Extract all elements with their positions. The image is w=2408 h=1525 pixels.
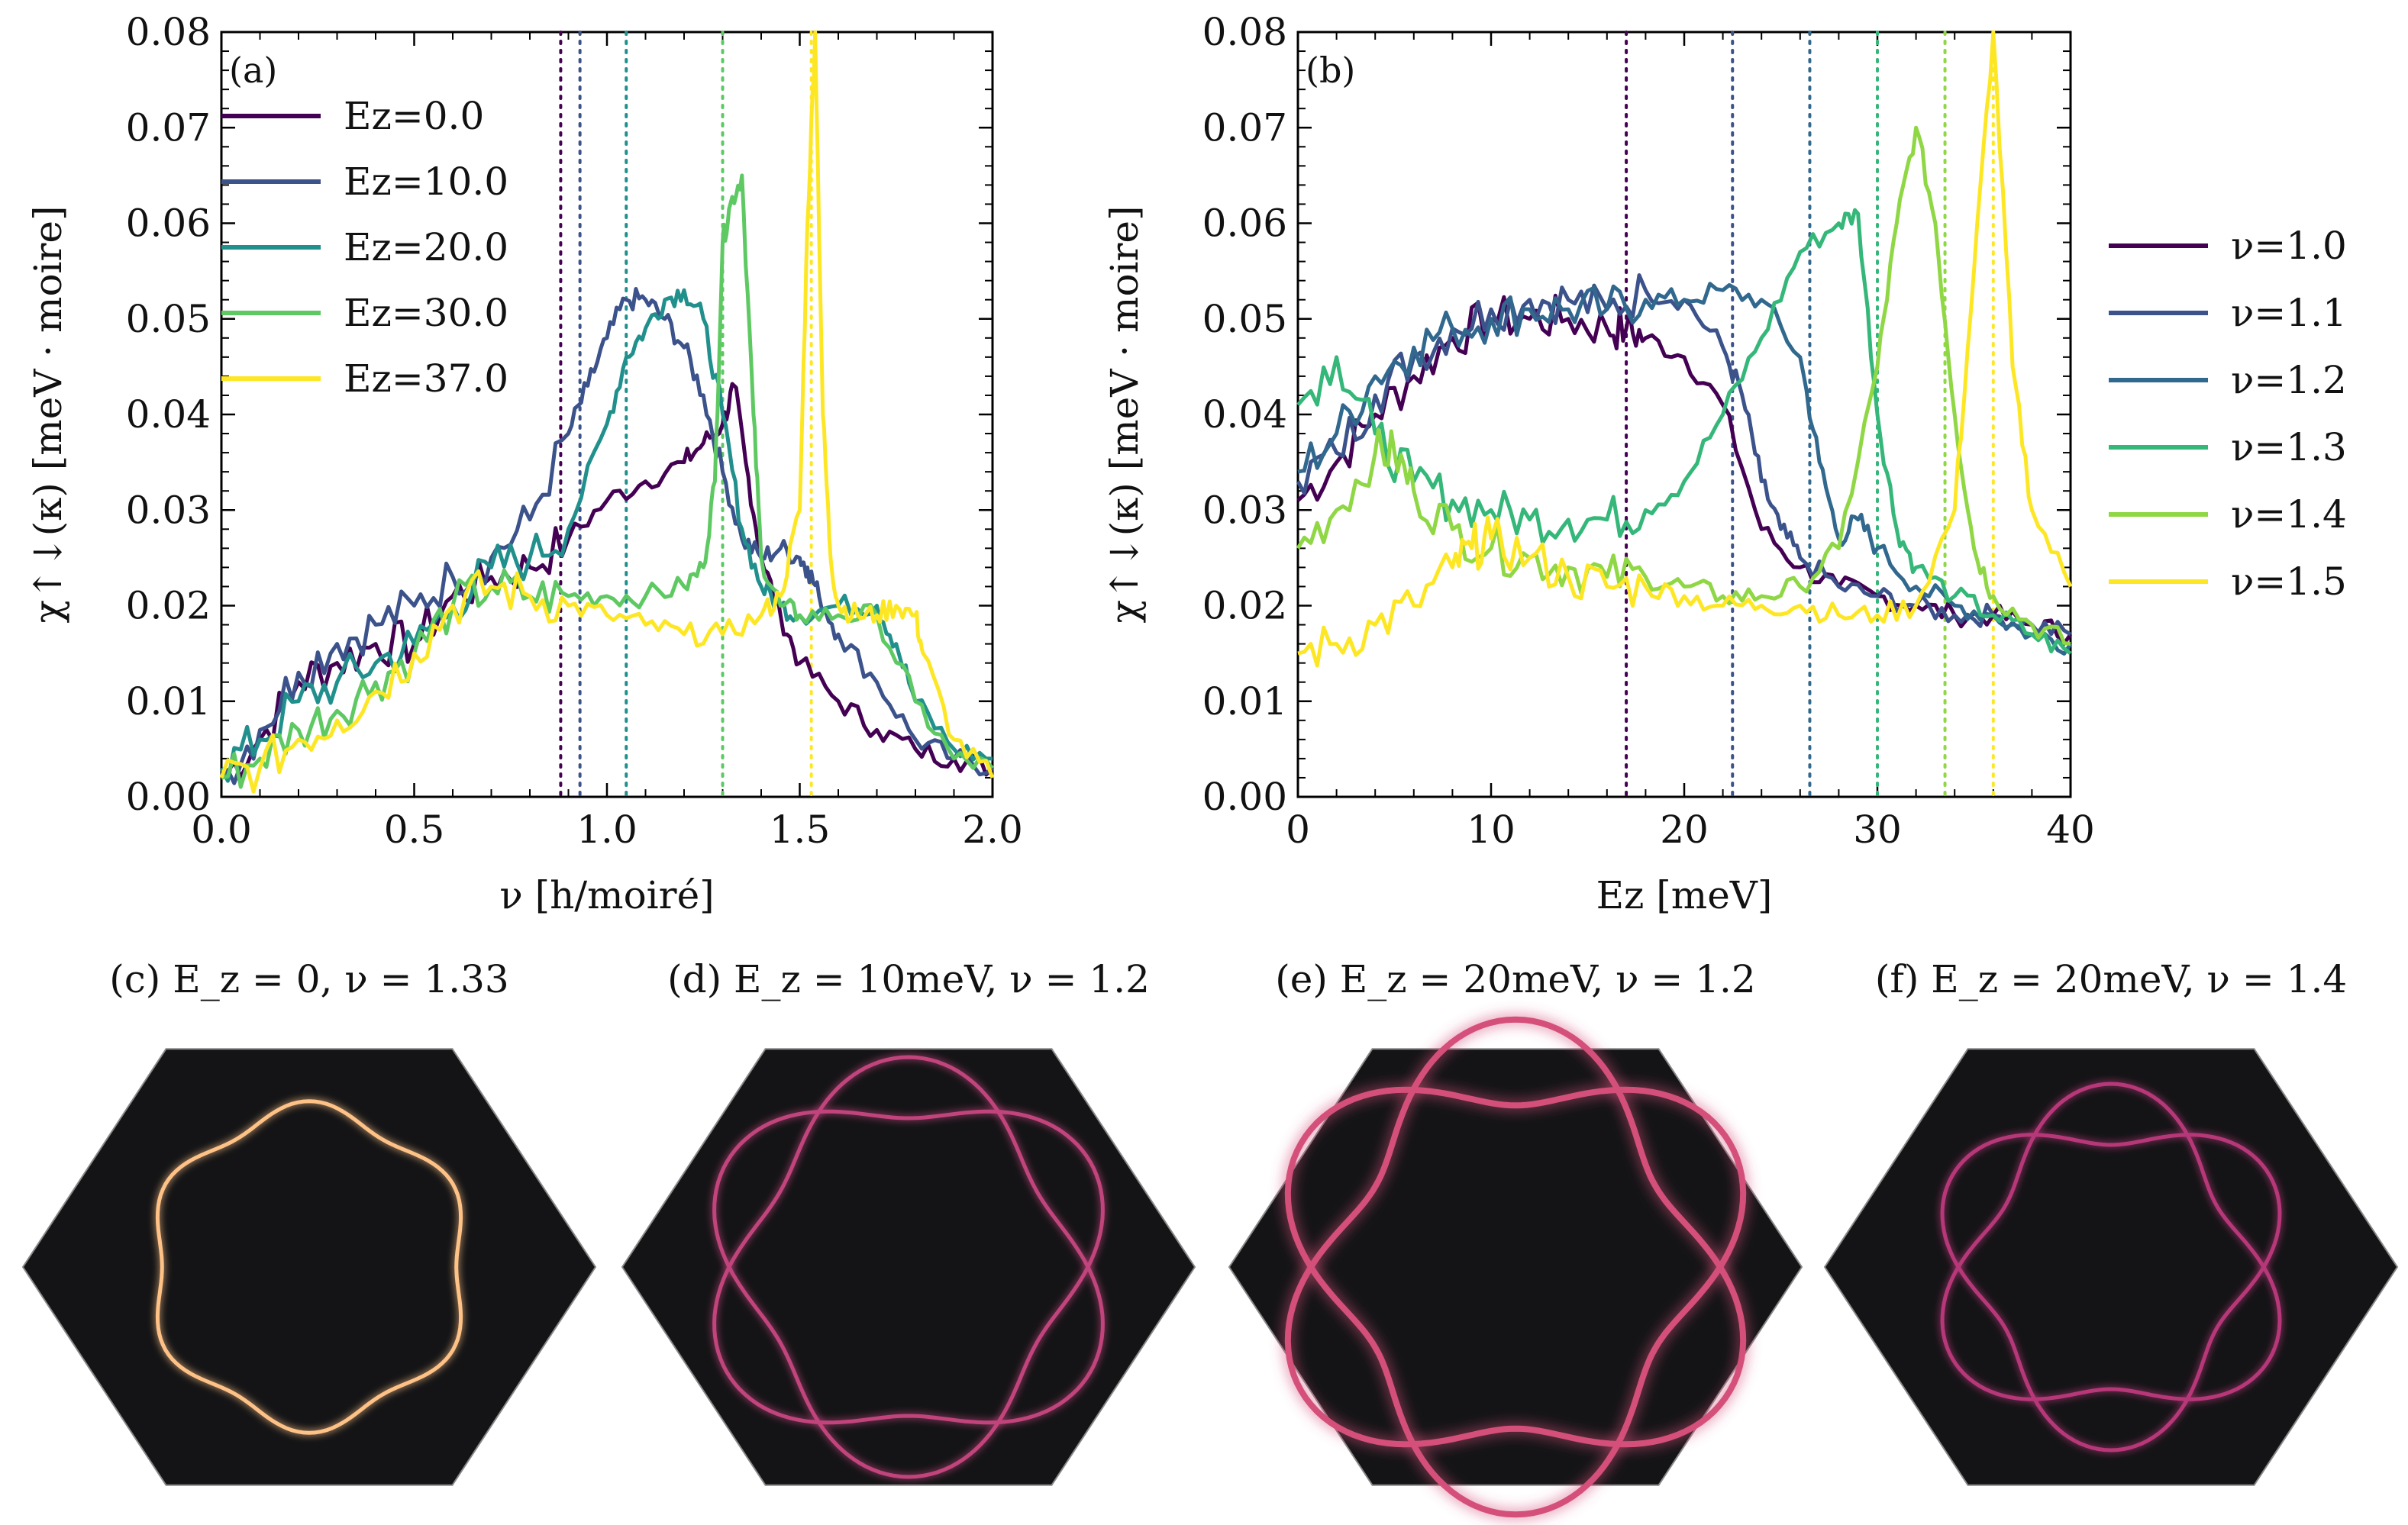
- y-tick-label: 0.03: [1202, 488, 1287, 532]
- legend-label: ν=1.0: [2231, 224, 2347, 268]
- y-tick-label: 0.06: [1202, 202, 1287, 246]
- x-tick-label: 0: [1286, 808, 1310, 852]
- series-line-2: [1297, 282, 2073, 656]
- panel-a-dotted-markers: [559, 31, 813, 798]
- fermi-contour: [155, 1099, 463, 1435]
- panel-a-legend: Ez=0.0 Ez=10.0 Ez=20.0 Ez=30.0 Ez=37.0: [221, 94, 508, 401]
- y-tick-label: 0.04: [1202, 392, 1287, 437]
- panel-a-xlabel: ν [h/moiré]: [499, 873, 714, 917]
- panel-b-ylabel: χ↑↓(κ) [meV · moire]: [1102, 205, 1147, 623]
- panel-b-label: (b): [1306, 50, 1355, 91]
- x-tick-label: 1.0: [576, 808, 638, 852]
- legend-label: Ez=20.0: [344, 225, 508, 269]
- legend-label: ν=1.1: [2231, 291, 2347, 335]
- y-tick-label: 0.07: [1202, 105, 1287, 150]
- x-tick-label: 0.5: [384, 808, 445, 852]
- panel-b-ticks: 0 10 20 30 40 0.00 0.01 0.02 0.03 0.04 0.05 0.06 0.0…: [1202, 10, 2095, 852]
- inset-c-title: (c) E_z = 0, ν = 1.33: [109, 957, 508, 1001]
- series-line-4: [219, 30, 995, 794]
- inset-panels: [21, 1016, 2399, 1518]
- series-line-4: [1296, 125, 2071, 646]
- inset-hexagon-c: [21, 1048, 597, 1486]
- brillouin-zone-hexagon: [1823, 1048, 2399, 1486]
- y-tick-label: 0.01: [1202, 679, 1287, 724]
- panel-a-series: [219, 30, 995, 794]
- series-line-5: [1297, 30, 2073, 668]
- legend-label: ν=1.3: [2231, 425, 2347, 469]
- brillouin-zone-hexagon: [21, 1048, 597, 1486]
- y-tick-label: 0.05: [1202, 297, 1287, 341]
- y-tick-label: 0.02: [1202, 584, 1287, 628]
- x-tick-label: 0.0: [191, 808, 252, 852]
- inset-d-title: (d) E_z = 10meV, ν = 1.2: [667, 957, 1150, 1001]
- inset-hexagon-d: [621, 1048, 1196, 1486]
- x-tick-label: 2.0: [962, 808, 1023, 852]
- series-line-0: [1296, 293, 2073, 646]
- x-tick-label: 30: [1853, 808, 1902, 852]
- y-tick-label: 0.05: [126, 297, 211, 341]
- panel-a-ylabel: χ↑↓(κ) [meV · moire]: [26, 205, 70, 623]
- y-tick-label: 0.08: [1202, 10, 1287, 54]
- panel-a: 0.0 0.5 1.0 1.5 2.0 0.00 0.01 0.02 0.03 0.04 0.05 0…: [26, 10, 1023, 917]
- series-line-0: [220, 382, 994, 779]
- legend-label: ν=1.4: [2231, 492, 2347, 537]
- x-tick-label: 10: [1467, 808, 1515, 852]
- series-line-1: [1296, 273, 2072, 637]
- panel-b-legend: ν=1.0 ν=1.1 ν=1.2 ν=1.3 ν=1.4 ν=1.5: [2109, 224, 2347, 604]
- panel-b-dotted-markers: [1625, 31, 1995, 798]
- x-tick-label: 40: [2046, 808, 2095, 852]
- y-tick-label: 0.08: [126, 10, 211, 54]
- inset-hexagon-e: [1228, 1016, 1803, 1518]
- x-tick-label: 1.5: [770, 808, 831, 852]
- fermi-contour: [1940, 1082, 2282, 1401]
- fermi-contour: [1284, 1016, 1747, 1448]
- legend-label: Ez=0.0: [344, 94, 484, 138]
- x-tick-label: 20: [1660, 808, 1709, 852]
- inset-f-title: (f) E_z = 20meV, ν = 1.4: [1875, 957, 2347, 1001]
- panel-b-series: [1296, 30, 2073, 668]
- panel-a-ticks: 0.0 0.5 1.0 1.5 2.0 0.00 0.01 0.02 0.03 0.04 0.05 0…: [126, 10, 1023, 852]
- legend-label: Ez=10.0: [344, 160, 508, 204]
- legend-label: ν=1.5: [2231, 559, 2347, 604]
- y-tick-label: 0.04: [126, 392, 211, 437]
- inset-e-title: (e) E_z = 20meV, ν = 1.2: [1275, 957, 1755, 1001]
- brillouin-zone-hexagon: [1228, 1048, 1803, 1486]
- panel-b: 0 10 20 30 40 0.00 0.01 0.02 0.03 0.04 0.05 0.06 0.0…: [1102, 10, 2347, 917]
- brillouin-zone-hexagon: [621, 1048, 1196, 1486]
- y-tick-label: 0.03: [126, 488, 211, 532]
- series-line-3: [221, 173, 994, 789]
- y-tick-label: 0.06: [126, 202, 211, 246]
- y-tick-label: 0.00: [126, 775, 211, 819]
- legend-label: Ez=30.0: [344, 291, 508, 335]
- y-tick-label: 0.00: [1202, 775, 1287, 819]
- panel-b-xlabel: Ez [meV]: [1596, 873, 1773, 917]
- fermi-contour: [712, 1055, 1105, 1425]
- panel-a-label: (a): [229, 50, 277, 91]
- inset-hexagon-f: [1823, 1048, 2399, 1486]
- y-tick-label: 0.02: [126, 584, 211, 628]
- y-tick-label: 0.07: [126, 105, 211, 150]
- legend-label: ν=1.2: [2231, 358, 2347, 402]
- legend-label: Ez=37.0: [344, 356, 508, 401]
- series-line-2: [219, 288, 993, 783]
- y-tick-label: 0.01: [126, 679, 211, 724]
